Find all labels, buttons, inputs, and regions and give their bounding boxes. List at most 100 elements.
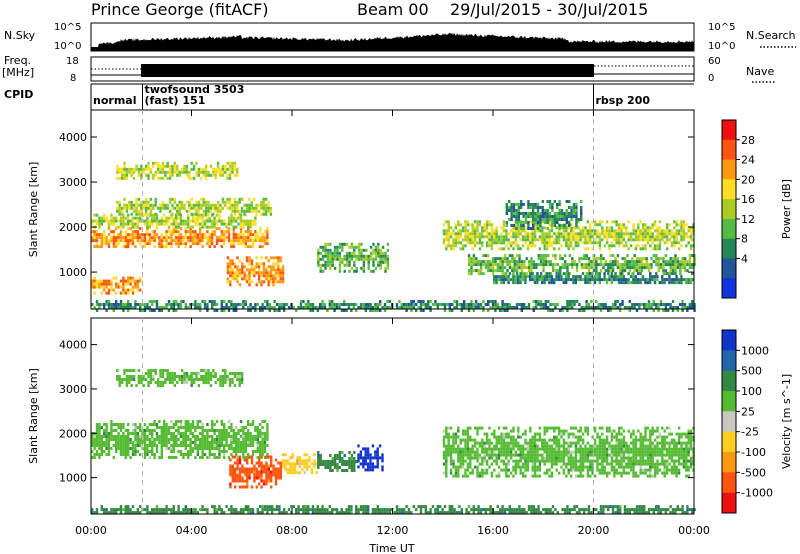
colorbar-tick-label: 8	[741, 233, 748, 246]
freq-hi: 18	[66, 56, 79, 67]
station-title: Prince George (fitACF)	[91, 0, 269, 19]
y-tick-label: 1000	[59, 472, 87, 485]
colorbar-tick-label: 1000	[741, 344, 769, 357]
colorbar-tick-label: 20	[741, 173, 755, 186]
date-range: 29/Jul/2015 - 30/Jul/2015	[450, 0, 648, 19]
colorbar-swatch	[722, 218, 736, 240]
x-tick-label: 00:00	[75, 524, 107, 537]
freq-trace	[141, 64, 594, 77]
colorbar-swatch	[722, 370, 736, 392]
cpid-segment-label: rbsp 200	[596, 94, 651, 107]
power-band-6	[317, 242, 390, 273]
y-tick-label: 4000	[59, 339, 87, 352]
power-band-11	[91, 300, 696, 312]
freq-label: Freq.	[4, 54, 31, 67]
cpid-label: CPID	[4, 88, 33, 101]
colorbar-swatch	[722, 159, 736, 180]
power-band-1	[91, 213, 257, 229]
colorbar-tick-label: 28	[741, 134, 755, 147]
nave-label: Nave	[746, 65, 774, 78]
power-band-2	[116, 197, 273, 216]
freq-lo: 8	[70, 73, 76, 84]
x-tick-label: 16:00	[477, 524, 509, 537]
colorbar-tick-label: 16	[741, 193, 755, 206]
x-tick-label: 04:00	[176, 524, 208, 537]
colorbar-swatch	[722, 411, 736, 433]
colorbar-tick-label: -25	[741, 426, 759, 439]
nsearch-lo: 10^0	[708, 41, 735, 52]
nsearch-hi: 10^5	[708, 22, 735, 33]
x-axis-label: Time UT	[368, 542, 414, 554]
cpid-segment-label: twofsound 3503	[145, 83, 245, 96]
freq-unit: [MHz]	[2, 66, 34, 79]
power-band-9	[493, 272, 695, 285]
y-tick-label: 2000	[59, 427, 87, 440]
y-tick-label: 3000	[59, 176, 87, 189]
velocity-band-7	[91, 505, 696, 515]
velocity-colorbar: 1000 500 100 25 -25 -100 -500 -1000 Velocity [m …	[721, 329, 793, 514]
colorbar-swatch	[722, 238, 736, 259]
power-panel: 1000 2000 3000 4000 Slant Range [km]	[27, 109, 696, 312]
colorbar-tick-label: 4	[741, 252, 748, 265]
colorbar-tick-label: 24	[741, 154, 755, 167]
colorbar-tick-label: 12	[741, 213, 755, 226]
colorbar-swatch	[722, 492, 736, 514]
velocity-band-4	[317, 451, 358, 472]
colorbar-tick-label: 100	[741, 385, 762, 398]
power-band-0	[91, 227, 269, 249]
power-band-3	[116, 161, 239, 180]
colorbar-swatch	[722, 330, 736, 351]
colorbar-swatch	[722, 431, 736, 453]
y-axis-label: Slant Range [km]	[27, 162, 40, 258]
y-tick-label: 2000	[59, 221, 87, 234]
colorbar-swatch	[722, 350, 736, 372]
y-tick-label: 3000	[59, 383, 87, 396]
y-tick-label: 4000	[59, 131, 87, 144]
colorbar-swatch	[722, 139, 736, 161]
x-tick-label: 12:00	[377, 524, 409, 537]
power-colorbar: 28 24 20 16 12 8 4 Power [dB]	[721, 119, 793, 299]
power-band-5	[91, 276, 142, 295]
colorbar-tick-label: -1000	[741, 487, 773, 500]
nsearch-label: N.Search	[746, 29, 796, 42]
power-band-10	[505, 200, 583, 230]
y-tick-label: 1000	[59, 266, 87, 279]
freq-strip: Freq. [MHz] 18 8 60 0 Nave	[2, 54, 776, 84]
colorbar-swatch	[722, 472, 736, 494]
colorbar-swatch	[722, 391, 736, 412]
cpid-segment-label: normal	[93, 94, 136, 107]
colorbar-swatch	[722, 452, 736, 473]
colorbar-swatch	[722, 179, 736, 200]
colorbar-tick-label: 500	[741, 365, 762, 378]
x-tick-label: 00:00	[678, 524, 710, 537]
power-band-4	[226, 256, 285, 287]
y-axis-label: Slant Range [km]	[27, 368, 40, 464]
cpid-segment-sublabel: (fast) 151	[145, 94, 206, 107]
beam-label: Beam 00	[357, 0, 429, 19]
colorbar-swatch	[722, 278, 736, 299]
cpid-strip: CPID normal twofsound 3503(fast) 151 rbsp …	[4, 83, 694, 110]
colorbar-tick-label: -500	[741, 466, 766, 479]
colorbar-swatch	[722, 258, 736, 279]
nsky-hi: 10^5	[54, 22, 81, 33]
x-tick-label: 08:00	[276, 524, 308, 537]
velocity-band-1	[116, 369, 244, 387]
colorbar-tick-label: -100	[741, 446, 766, 459]
colorbar-tick-label: 25	[741, 405, 755, 418]
colorbar-title: Power [dB]	[780, 179, 793, 239]
colorbar-swatch	[722, 120, 736, 141]
nsky-lo: 10^0	[54, 41, 81, 52]
nsky-strip: N.Sky 10^5 10^0 10^5 10^0 N.Search	[4, 22, 796, 52]
nave-hi: 60	[708, 56, 721, 67]
velocity-band-2	[229, 455, 282, 489]
nsky-label: N.Sky	[4, 29, 36, 42]
colorbar-title: Velocity [m s^-1]	[780, 374, 793, 469]
nave-lo: 0	[708, 73, 714, 84]
velocity-band-3	[281, 453, 318, 475]
nsky-trace	[91, 32, 694, 51]
velocity-band-5	[357, 444, 384, 472]
velocity-panel: 1000 2000 3000 4000 Slant Range [km] 00:00 04:…	[27, 317, 710, 537]
velocity-band-6	[442, 426, 695, 478]
colorbar-swatch	[722, 199, 736, 220]
